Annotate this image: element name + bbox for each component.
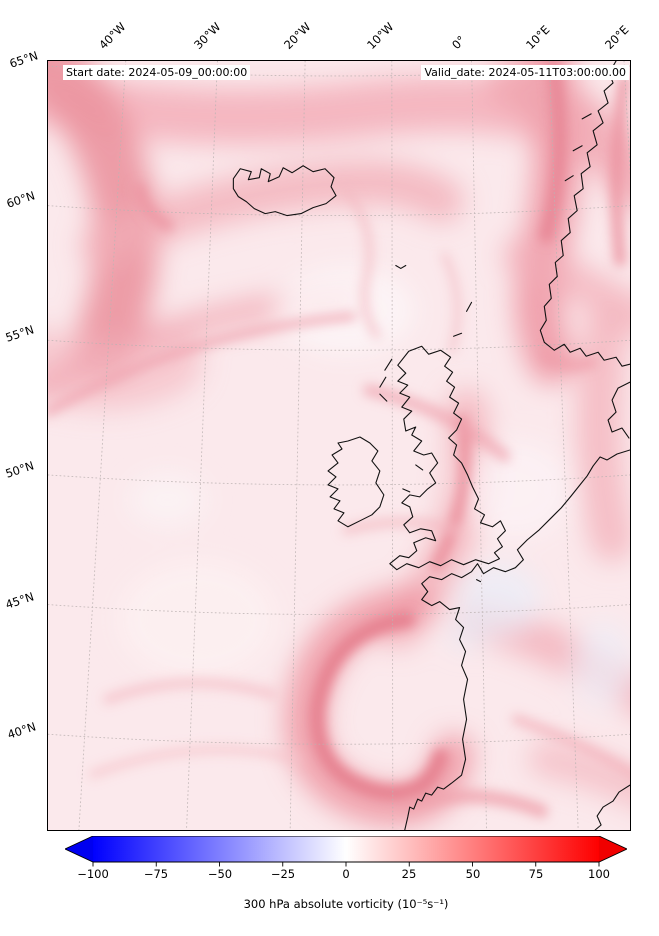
negative-vorticity-patch: [448, 620, 485, 649]
colorbar-tick-label: 100: [588, 867, 610, 881]
colorbar-extend-left: [65, 836, 93, 862]
coastline-ireland: [327, 436, 385, 528]
colorbar-tick-label: −100: [77, 867, 109, 881]
coastline-iberia-mediterranean: [594, 784, 630, 830]
coastline-anglesey: [402, 488, 411, 493]
lat-tick-label: 65°N: [7, 48, 40, 71]
coastline-channel-islands: [475, 579, 482, 583]
lon-tick-label: 0°: [449, 32, 469, 52]
lon-tick-label: 20°W: [281, 19, 314, 52]
colorbar-extend-right: [599, 836, 627, 862]
colorbar-gradient: [93, 836, 599, 862]
map-canvas: [48, 61, 630, 830]
lat-tick-label: 55°N: [3, 322, 36, 345]
lat-tick-label: 40°N: [5, 719, 38, 742]
coastline-norway-skerries: [564, 113, 592, 182]
coastline-orkney: [453, 332, 463, 337]
lon-tick-label: 30°W: [191, 19, 224, 52]
colorbar-canvas: [65, 836, 627, 867]
colorbar-tick-label: 0: [342, 867, 350, 881]
lon-tick-label: 10°W: [364, 19, 397, 52]
coastlines: [232, 61, 630, 830]
lon-tick-label: 20°E: [602, 22, 632, 52]
lat-tick-label: 45°N: [3, 589, 36, 612]
colorbar-tick-label: 50: [465, 867, 481, 881]
colorbar-tick-label: −25: [270, 867, 296, 881]
start-date-label: Start date: 2024-05-09_00:00:00: [63, 65, 251, 80]
negative-vorticity-patch: [573, 622, 630, 707]
coastline-denmark: [607, 381, 630, 439]
lon-tick-label: 40°W: [96, 19, 129, 52]
colorbar-tick-label: −50: [207, 867, 233, 881]
coastline-faroe-islands: [395, 264, 407, 270]
graticule: [48, 61, 630, 830]
colorbar-ticks: [92, 862, 600, 867]
lon-tick-label: 10°E: [523, 22, 553, 52]
coastline-great-britain: [389, 345, 506, 571]
coastline-hebrides: [379, 358, 393, 402]
coastline-isle-of-man: [415, 464, 424, 471]
colorbar-tick-label: 75: [528, 867, 544, 881]
colorbar-tick-label: 25: [401, 867, 417, 881]
vorticity-field-filaments: [48, 61, 630, 819]
colorbar-caption: 300 hPa absolute vorticity (10⁻⁵s⁻¹): [243, 897, 449, 911]
negative-vorticity-patch: [456, 563, 541, 636]
lat-tick-label: 50°N: [3, 458, 36, 481]
lat-tick-label: 60°N: [4, 188, 37, 211]
coastline-iceland: [232, 165, 337, 217]
valid-date-label: Valid_date: 2024-05-11T03:00:00.00: [421, 65, 629, 80]
map-plot: Start date: 2024-05-09_00:00:00 Valid_da…: [47, 60, 631, 831]
colorbar-tick-label: −75: [143, 867, 169, 881]
colorbar: [65, 836, 627, 867]
coastline-norway: [539, 61, 630, 367]
coastline-continent: [404, 449, 630, 830]
coastline-shetland: [466, 301, 473, 312]
